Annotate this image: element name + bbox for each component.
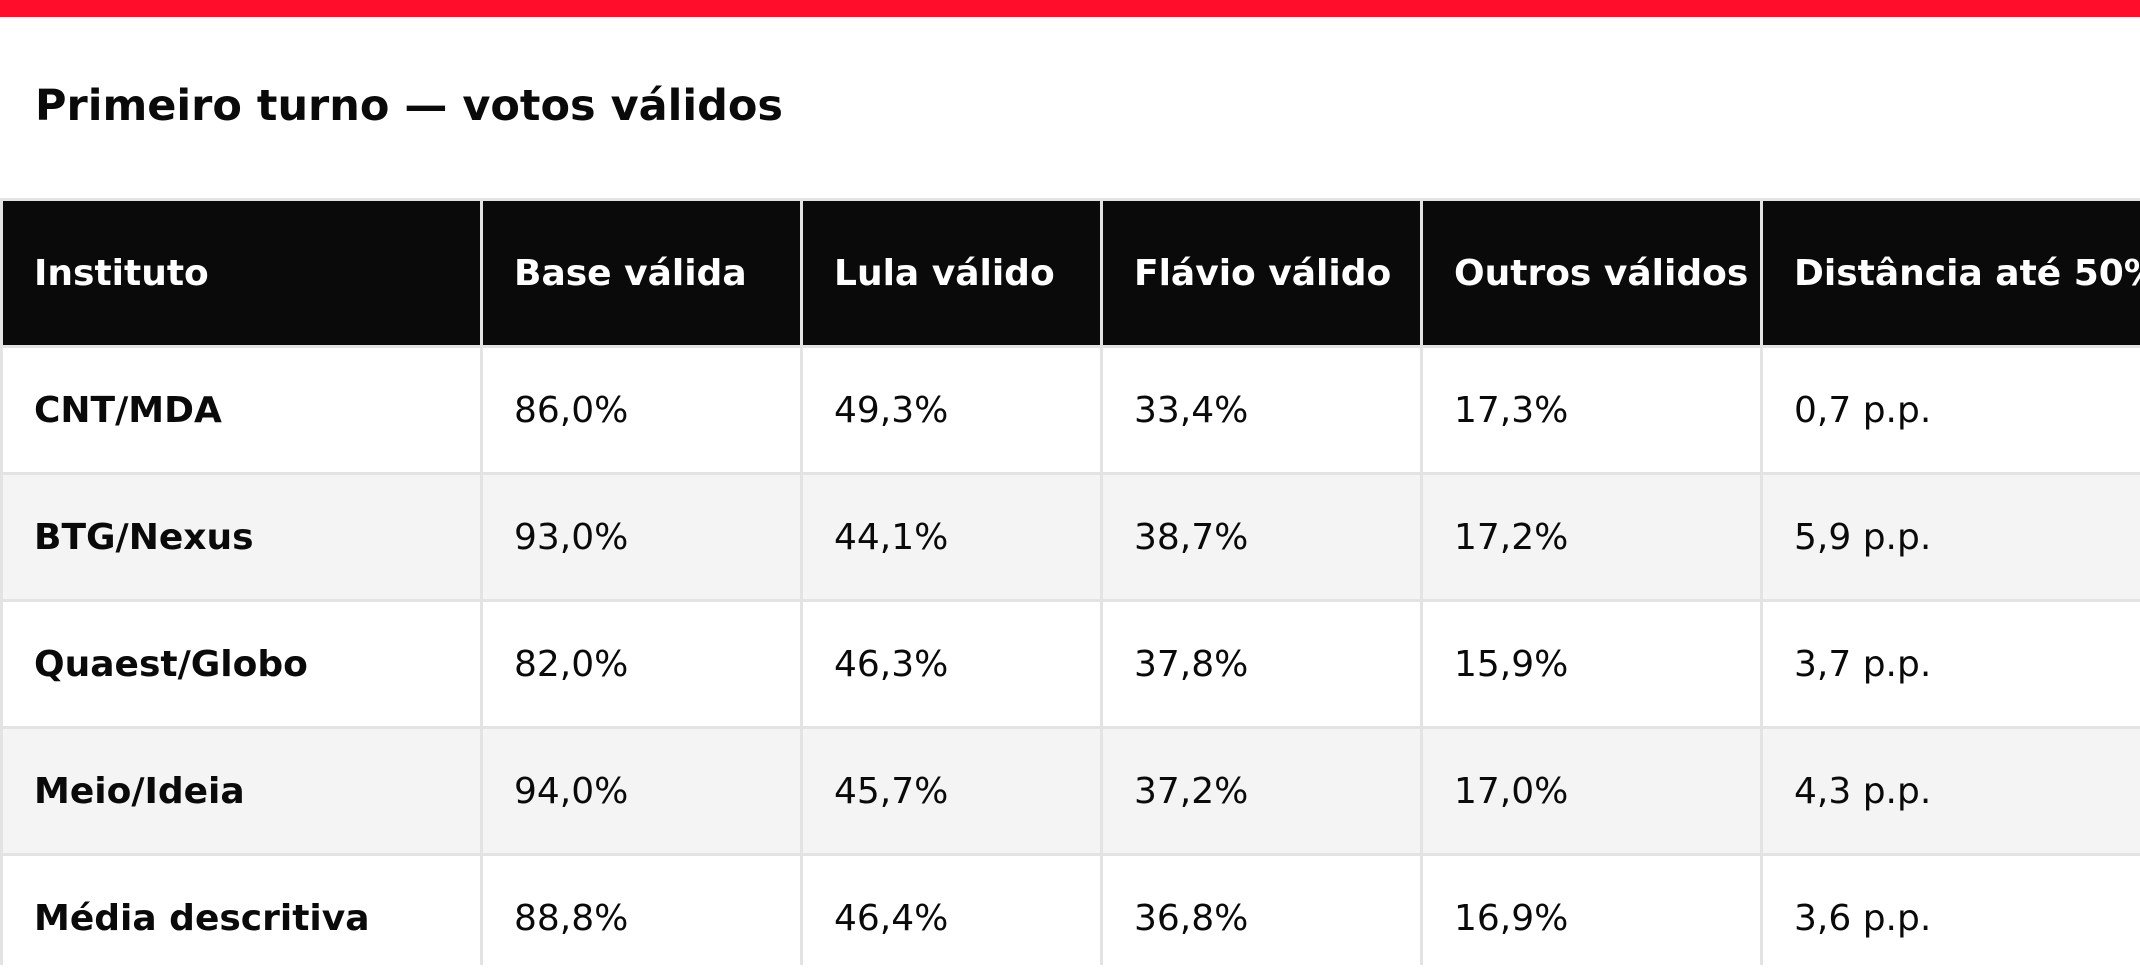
cell-lula-valido: 46,3% [800, 599, 1103, 729]
cell-outros-validos: 16,9% [1420, 853, 1763, 965]
results-table: Instituto Base válida Lula válido Flávio… [0, 198, 2140, 965]
cell-distancia-50: 3,7 p.p. [1760, 599, 2140, 729]
cell-base-valida: 82,0% [480, 599, 803, 729]
cell-distancia-50: 4,3 p.p. [1760, 726, 2140, 856]
column-header-outros-validos: Outros válidos [1420, 198, 1763, 348]
cell-flavio-valido: 37,8% [1100, 599, 1423, 729]
column-header-instituto: Instituto [0, 198, 483, 348]
cell-lula-valido: 45,7% [800, 726, 1103, 856]
cell-outros-validos: 17,0% [1420, 726, 1763, 856]
column-header-distancia-50: Distância até 50% [1760, 198, 2140, 348]
cell-flavio-valido: 37,2% [1100, 726, 1423, 856]
table-row: CNT/MDA 86,0% 49,3% 33,4% 17,3% 0,7 p.p. [0, 345, 2140, 475]
cell-instituto: CNT/MDA [0, 345, 483, 475]
table-row: Meio/Ideia 94,0% 45,7% 37,2% 17,0% 4,3 p… [0, 726, 2140, 856]
cell-lula-valido: 49,3% [800, 345, 1103, 475]
table-row: Quaest/Globo 82,0% 46,3% 37,8% 15,9% 3,7… [0, 599, 2140, 729]
cell-flavio-valido: 36,8% [1100, 853, 1423, 965]
cell-base-valida: 93,0% [480, 472, 803, 602]
table-row: BTG/Nexus 93,0% 44,1% 38,7% 17,2% 5,9 p.… [0, 472, 2140, 602]
cell-instituto: Média descritiva [0, 853, 483, 965]
cell-base-valida: 86,0% [480, 345, 803, 475]
cell-instituto: Meio/Ideia [0, 726, 483, 856]
cell-distancia-50: 5,9 p.p. [1760, 472, 2140, 602]
column-header-flavio-valido: Flávio válido [1100, 198, 1423, 348]
results-table-container: Instituto Base válida Lula válido Flávio… [0, 198, 2140, 965]
cell-outros-validos: 17,3% [1420, 345, 1763, 475]
table-header-row: Instituto Base válida Lula válido Flávio… [0, 198, 2140, 348]
cell-distancia-50: 3,6 p.p. [1760, 853, 2140, 965]
cell-lula-valido: 44,1% [800, 472, 1103, 602]
top-accent-bar [0, 0, 2140, 17]
cell-instituto: BTG/Nexus [0, 472, 483, 602]
cell-flavio-valido: 38,7% [1100, 472, 1423, 602]
cell-distancia-50: 0,7 p.p. [1760, 345, 2140, 475]
cell-base-valida: 94,0% [480, 726, 803, 856]
cell-outros-validos: 17,2% [1420, 472, 1763, 602]
cell-outros-validos: 15,9% [1420, 599, 1763, 729]
page-title: Primeiro turno — votos válidos [35, 81, 784, 131]
column-header-base-valida: Base válida [480, 198, 803, 348]
cell-flavio-valido: 33,4% [1100, 345, 1423, 475]
cell-instituto: Quaest/Globo [0, 599, 483, 729]
cell-base-valida: 88,8% [480, 853, 803, 965]
table-row: Média descritiva 88,8% 46,4% 36,8% 16,9%… [0, 853, 2140, 965]
cell-lula-valido: 46,4% [800, 853, 1103, 965]
column-header-lula-valido: Lula válido [800, 198, 1103, 348]
